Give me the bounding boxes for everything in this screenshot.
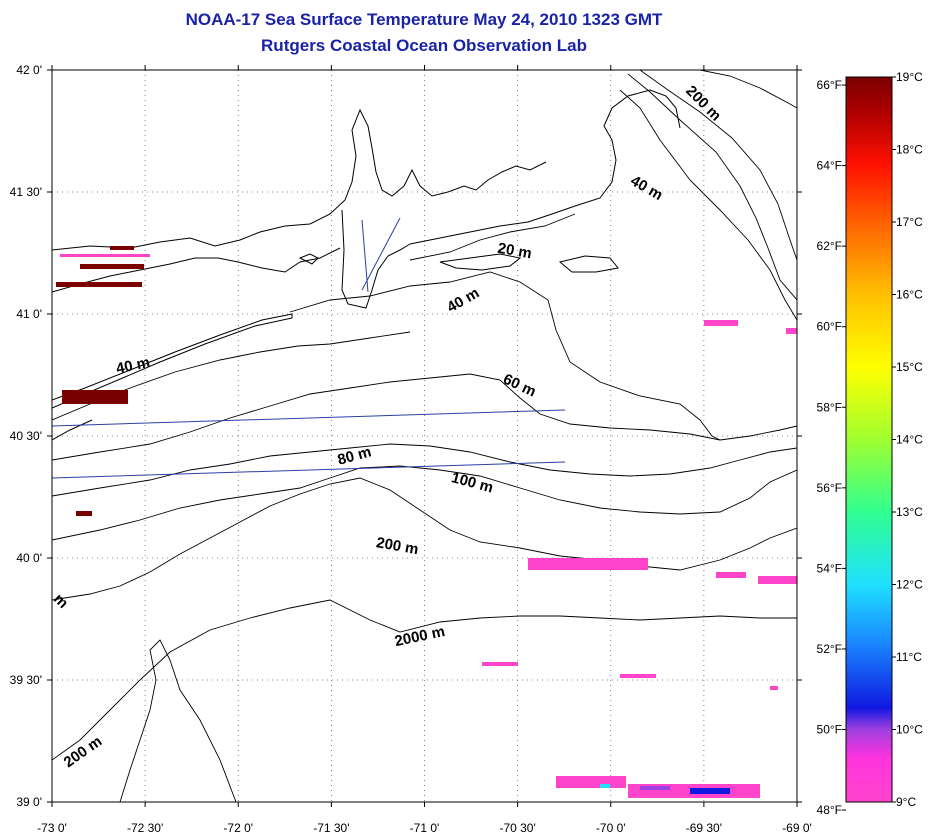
lat-tick-label: 41 30' <box>10 185 42 199</box>
lat-tick-label: 39 30' <box>10 673 42 687</box>
map-title: NOAA-17 Sea Surface Temperature May 24, … <box>186 10 663 29</box>
colorbar-c-label: 10°C <box>896 723 923 737</box>
lat-tick-label: 40 30' <box>10 429 42 443</box>
lon-tick-label: -72 0' <box>223 821 253 835</box>
lon-tick-label: -69 30' <box>686 821 722 835</box>
map-border <box>51 69 798 803</box>
colorbar-f-label: 50°F <box>817 723 842 737</box>
colorbar-c-label: 13°C <box>896 505 923 519</box>
colorbar-fahrenheit-labels: 66°F 64°F 62°F 60°F 58°F 56°F 54°F 52°F 50°F 48°F <box>817 78 846 817</box>
colorbar-f-label: 60°F <box>817 320 842 334</box>
lon-tick-label: -71 0' <box>410 821 440 835</box>
contour-label: 20 m <box>496 240 533 263</box>
colorbar-f-label: 52°F <box>817 642 842 656</box>
lon-tick-label: -70 0' <box>596 821 626 835</box>
colorbar-f-label: 62°F <box>817 239 842 253</box>
colorbar-c-label: 16°C <box>896 288 923 302</box>
bathymetry-contours <box>52 70 797 802</box>
lon-tick-label: -72 30' <box>127 821 163 835</box>
colorbar-c-label: 19°C <box>896 70 923 84</box>
sst-pixels <box>56 246 797 798</box>
longitude-labels: -73 0' -72 30' -72 0' -71 30' -71 0' -70 30' -… <box>37 821 812 835</box>
colorbar-f-label: 48°F <box>817 803 842 817</box>
latitude-labels: 42 0' 41 30' 41 0' 40 30' 40 0' 39 30' 39 0' <box>10 63 42 809</box>
colorbar-f-label: 58°F <box>817 400 842 414</box>
lon-tick-label: -70 30' <box>499 821 535 835</box>
coastline <box>52 89 681 441</box>
colorbar-c-label: 12°C <box>896 578 923 592</box>
lat-tick-label: 40 0' <box>16 551 42 565</box>
lon-tick-label: -71 30' <box>313 821 349 835</box>
colorbar-c-label: 15°C <box>896 360 923 374</box>
lon-tick-label: -73 0' <box>37 821 67 835</box>
lat-tick-label: 39 0' <box>16 795 42 809</box>
colorbar-f-label: 66°F <box>817 78 842 92</box>
contour-label: 40 m <box>115 354 152 378</box>
colorbar-f-label: 56°F <box>817 481 842 495</box>
colorbar-f-label: 64°F <box>817 159 842 173</box>
colorbar-c-label: 18°C <box>896 143 923 157</box>
colorbar-c-label: 11°C <box>896 650 922 664</box>
colorbar-c-label: 17°C <box>896 215 923 229</box>
lon-tick-label: -69 0' <box>782 821 812 835</box>
transect-lines <box>52 217 566 479</box>
map-subtitle: Rutgers Coastal Ocean Observation Lab <box>261 36 587 55</box>
lat-tick-label: 42 0' <box>16 63 42 77</box>
colorbar <box>845 76 893 803</box>
colorbar-f-label: 54°F <box>817 561 842 575</box>
colorbar-c-label: 9°C <box>896 795 916 809</box>
colorbar-celsius-labels: 19°C 18°C 17°C 16°C 15°C 14°C 13°C 12°C 11°C 10°C… <box>892 70 923 809</box>
lat-tick-label: 41 0' <box>16 307 42 321</box>
colorbar-c-label: 14°C <box>896 433 923 447</box>
